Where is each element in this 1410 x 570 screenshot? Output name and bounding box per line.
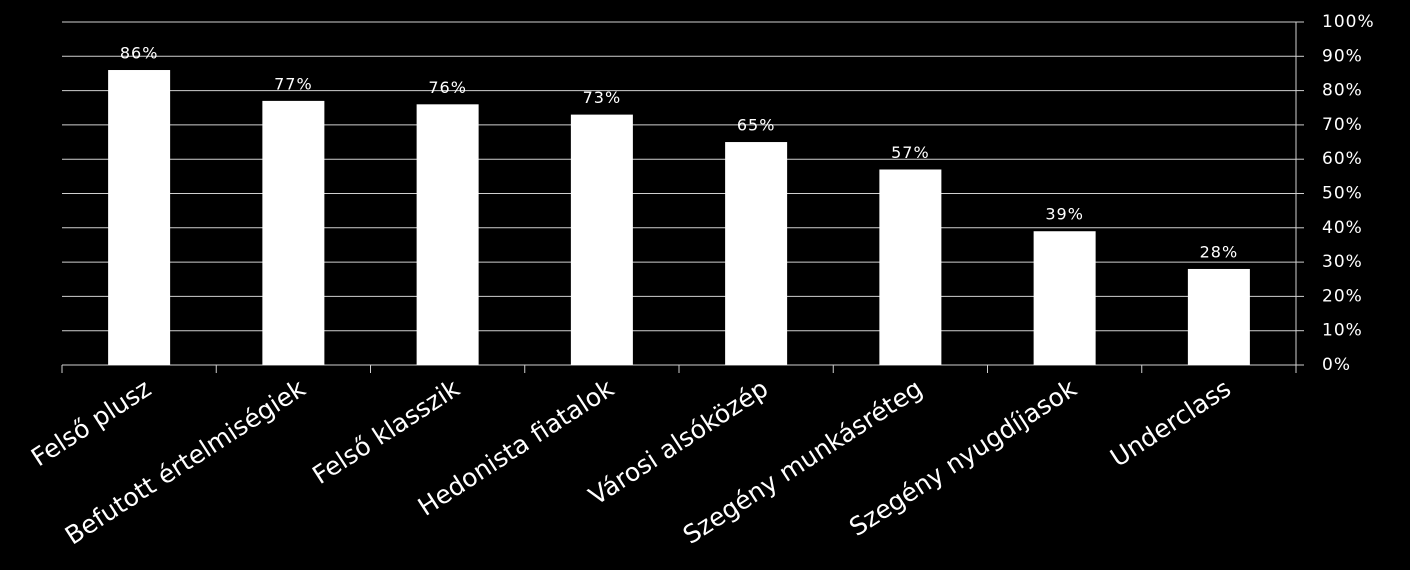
value-label: 28% [1200,242,1239,261]
bar [879,169,942,365]
y-tick-label: 0% [1322,355,1351,375]
y-tick-label: 70% [1322,115,1363,135]
y-tick-label: 40% [1322,218,1363,238]
bar [262,100,325,365]
value-label: 39% [1045,205,1084,224]
y-tick-label: 50% [1322,184,1363,204]
value-label: 73% [583,88,622,107]
value-label: 65% [737,116,776,135]
y-tick-label: 20% [1322,286,1363,306]
bar [1187,268,1250,365]
bar [416,104,479,365]
y-tick-label: 30% [1322,252,1363,272]
value-label: 76% [428,78,467,97]
y-tick-label: 100% [1322,12,1375,32]
value-label: 77% [274,74,313,93]
y-tick-label: 90% [1322,46,1363,66]
y-tick-label: 60% [1322,149,1363,169]
y-tick-label: 80% [1322,81,1363,101]
bar [570,114,633,365]
value-label: 57% [891,143,930,162]
bar [108,70,171,366]
bar [1033,231,1096,365]
y-tick-label: 10% [1322,321,1363,341]
bar [725,142,788,365]
value-label: 86% [120,44,159,63]
